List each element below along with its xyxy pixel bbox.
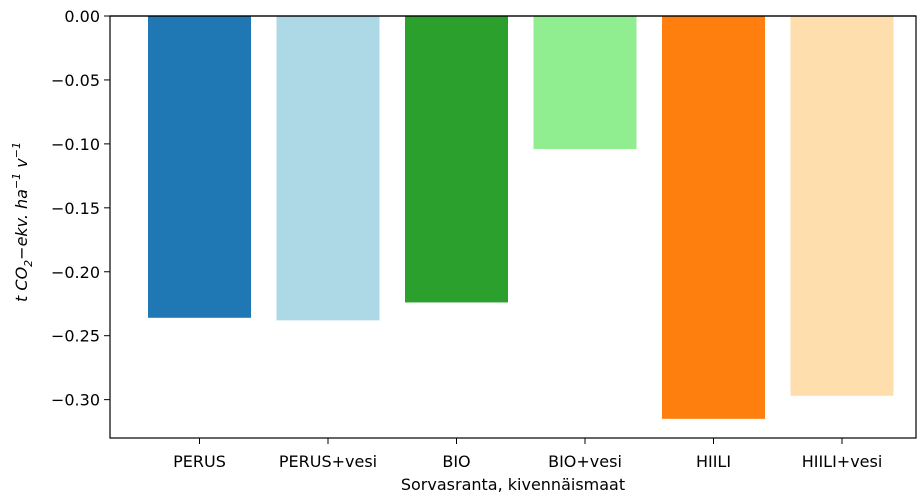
x-tick-label: PERUS — [173, 452, 226, 471]
bar-hiili-plus-vesi — [790, 16, 894, 396]
x-tick-label: HIILI — [696, 452, 731, 471]
x-tick-label: HIILI+vesi — [802, 452, 883, 471]
bar-perus — [148, 16, 251, 318]
y-tick-label: −0.20 — [51, 263, 100, 282]
ylabel-sub2: 2 — [22, 260, 35, 267]
y-tick-label: −0.25 — [51, 327, 100, 346]
ylabel-co: CO — [12, 267, 31, 291]
ylabel-sup2: −1 — [10, 142, 23, 158]
y-tick-label: −0.05 — [51, 71, 100, 90]
x-axis: PERUS PERUS+vesi BIO BIO+vesi HIILI HIILI+ves… — [173, 438, 882, 471]
x-axis-label: Sorvasranta, kivennäismaat — [401, 475, 625, 494]
y-tick-label: −0.10 — [51, 135, 100, 154]
bar-hiili — [662, 16, 765, 419]
ylabel-t: t — [12, 291, 31, 302]
ylabel-v: v — [12, 158, 31, 173]
x-tick-label: PERUS+vesi — [279, 452, 377, 471]
bar-bio-plus-vesi — [533, 16, 637, 149]
y-tick-label: −0.30 — [51, 391, 100, 410]
ylabel-ekv: −ekv. ha — [12, 189, 31, 260]
ylabel-sup1: −1 — [10, 173, 23, 189]
y-tick-label: −0.15 — [51, 199, 100, 218]
x-tick-label: BIO — [442, 452, 470, 471]
x-tick-label: BIO+vesi — [548, 452, 622, 471]
bar-bio — [405, 16, 508, 303]
bars-group — [148, 16, 894, 419]
y-axis-label: t CO2−ekv. ha−1 v−1 — [10, 142, 35, 302]
bar-perus-plus-vesi — [276, 16, 380, 321]
y-tick-label: 0.00 — [64, 7, 100, 26]
y-axis: 0.00 −0.05 −0.10 −0.15 −0.20 −0.25 −0.30 — [51, 7, 110, 410]
